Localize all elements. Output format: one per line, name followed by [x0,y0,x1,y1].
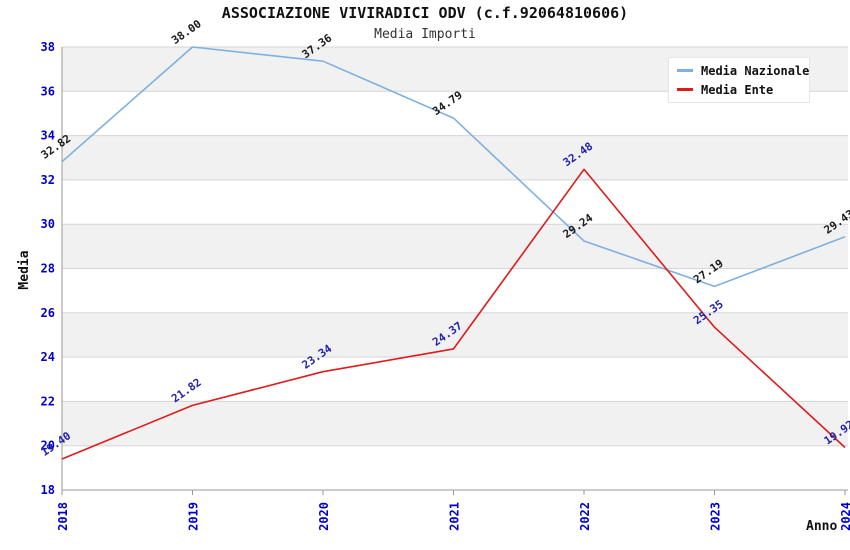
y-tick-label: 32 [41,173,55,187]
x-axis-title: Anno [806,519,837,534]
x-tick-label: 2020 [317,502,331,531]
legend-swatch-nazionale-icon [677,69,693,72]
x-tick-label: 2022 [578,502,592,531]
y-tick-label: 24 [41,350,55,364]
legend-item-media-ente: Media Ente [677,82,801,97]
y-axis-title: Media [17,250,32,289]
y-tick-label: 36 [41,84,55,98]
y-tick-label: 30 [41,217,55,231]
series-line-media-nazionale [61,46,846,288]
data-label: 38.00 [169,17,204,47]
y-tick-label: 26 [41,306,55,320]
y-tick-label: 28 [41,262,55,276]
y-tick-label: 22 [41,394,55,408]
legend-item-media-nazionale: Media Nazionale [677,63,809,78]
series-line-media-ente [61,168,846,460]
plot-band [62,224,848,269]
y-tick-label: 20 [41,439,55,453]
plot-band [62,401,848,446]
x-tick-label: 2023 [709,502,723,531]
legend-swatch-ente-icon [677,88,693,91]
y-tick-label: 18 [41,483,55,497]
y-tick-label: 34 [41,129,55,143]
x-tick-label: 2021 [448,502,462,531]
data-label: 34.79 [430,88,465,118]
legend: Media Nazionale Media Ente [668,57,810,103]
x-tick-label: 2019 [187,502,201,531]
legend-label: Media Nazionale [701,63,810,78]
x-tick-label: 2024 [839,502,850,531]
legend-label: Media Ente [701,82,774,97]
chart-subtitle: Media Importi [374,27,476,42]
y-tick-label: 38 [41,40,55,54]
plot-band [62,312,848,358]
plot-band [62,135,848,180]
chart-title: ASSOCIAZIONE VIVIRADICI ODV (c.f.9206481… [221,4,629,22]
x-tick-label: 2018 [56,502,70,531]
